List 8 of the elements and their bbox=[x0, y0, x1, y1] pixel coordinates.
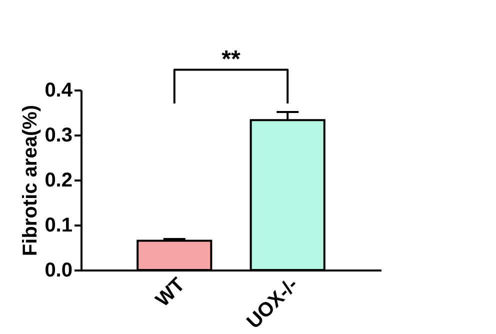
text: ** bbox=[222, 46, 241, 73]
y-axis-title: Fibrotic area(%) bbox=[20, 104, 42, 256]
y-tick-label: 0.3 bbox=[44, 124, 72, 146]
x-tick-label: WT bbox=[152, 274, 190, 312]
y-tick-label: 0.1 bbox=[44, 214, 72, 236]
y-tick-label: 0.0 bbox=[44, 260, 72, 282]
y-tick-label: 0.2 bbox=[44, 170, 72, 192]
y-tick-label: 0.4 bbox=[44, 80, 74, 102]
